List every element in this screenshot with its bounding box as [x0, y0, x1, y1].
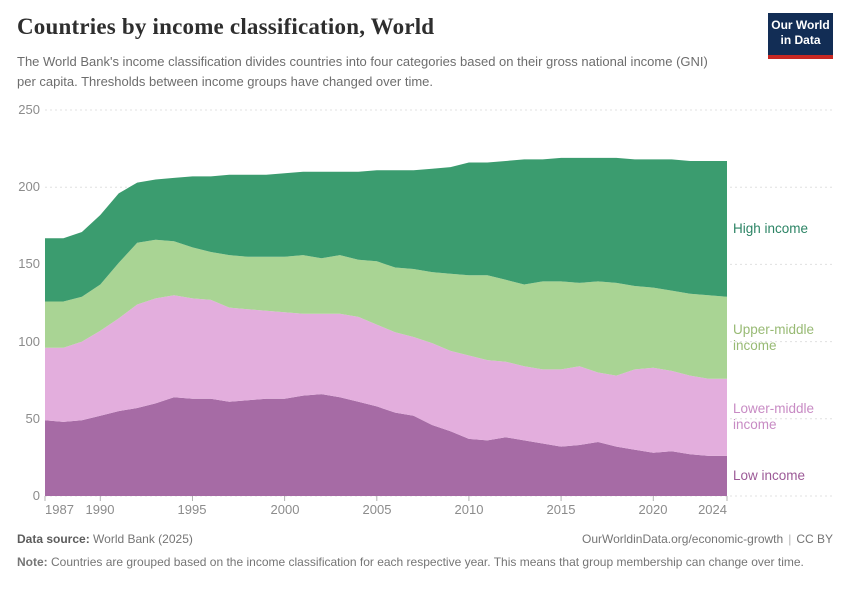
area-upper-middle-income[interactable] [45, 239, 727, 379]
owid-logo-line1: Our World [771, 18, 830, 32]
owid-url-link[interactable]: OurWorldinData.org/economic-growth [581, 532, 784, 546]
footer-links: OurWorldinData.org/economic-growth | CC BY [582, 532, 833, 546]
y-tick-label-0: 0 [32, 488, 40, 503]
area-low-income[interactable] [45, 394, 727, 496]
footer-note: Note: Countries are grouped based on the… [17, 554, 833, 571]
page-title: Countries by income classification, Worl… [17, 14, 435, 39]
x-tick-label-2020: 2020 [638, 502, 668, 517]
data-source-label: Data source: [17, 532, 90, 546]
y-tick-label-50: 50 [25, 411, 40, 426]
y-tick-label-100: 100 [18, 334, 40, 349]
data-source: Data source: World Bank (2025) [17, 532, 193, 546]
legend-label-upper-middle-income[interactable]: Upper-middle income [733, 322, 815, 353]
footer-separator: | [788, 532, 792, 546]
footer-note-text: Countries are grouped based on the incom… [51, 555, 804, 569]
x-tick-label-2000: 2000 [270, 502, 300, 517]
legend-label-low-income[interactable]: Low income [733, 468, 806, 483]
legend-label-high-income[interactable]: High income [733, 221, 809, 236]
x-tick-label-1995: 1995 [177, 502, 207, 517]
area-lower-middle-income[interactable] [45, 295, 727, 456]
owid-logo-line2: in Data [780, 33, 821, 47]
legend-label-lower-middle-income[interactable]: Lower-middle income [733, 401, 815, 432]
x-tick-label-2005: 2005 [362, 502, 392, 517]
chart-subtitle: The World Bank's income classification d… [17, 54, 708, 89]
y-tick-label-200: 200 [18, 179, 40, 194]
y-tick-label-250: 250 [18, 102, 40, 117]
x-tick-label-2015: 2015 [546, 502, 576, 517]
data-source-value: World Bank (2025) [93, 532, 193, 546]
x-tick-label-2024: 2024 [698, 502, 727, 517]
owid-logo: Our World in Data [768, 13, 833, 59]
y-tick-label-150: 150 [18, 256, 40, 271]
chart-canvas [44, 109, 833, 501]
footer-note-label: Note: [17, 555, 48, 569]
x-tick-label-1987: 1987 [45, 502, 74, 517]
area-high-income[interactable] [45, 157, 727, 302]
x-tick-label-2010: 2010 [454, 502, 484, 517]
footer-source-row: Data source: World Bank (2025) OurWorldi… [17, 532, 833, 546]
x-tick-label-1990: 1990 [85, 502, 115, 517]
license-link[interactable]: CC BY [796, 532, 833, 546]
